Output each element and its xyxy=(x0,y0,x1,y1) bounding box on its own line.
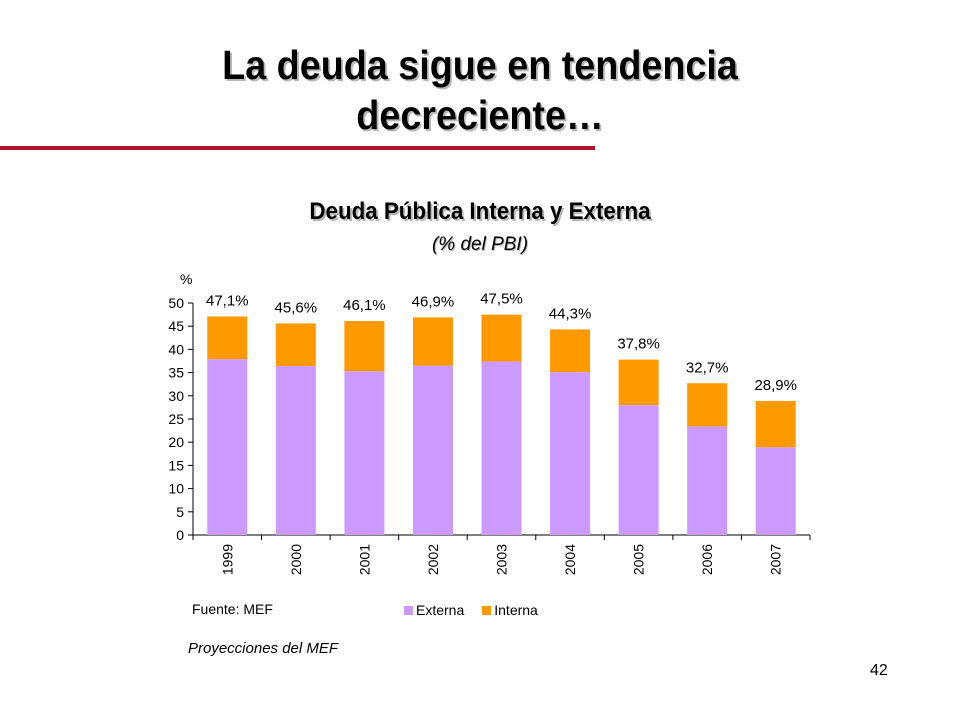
bar-externa-2001 xyxy=(344,371,385,535)
bar-interna-2007 xyxy=(755,400,796,448)
data-label-total-2002: 46,9% xyxy=(412,293,455,310)
bar-interna-2004 xyxy=(550,329,591,373)
bar-interna-2002 xyxy=(412,317,453,366)
chart-legend: Externa Interna xyxy=(404,602,556,618)
x-tick-label-2003: 2003 xyxy=(494,544,510,575)
data-label-total-2006: 32,7% xyxy=(686,359,729,376)
chart-title: Deuda Pública Interna y Externa xyxy=(309,198,651,225)
y-tick-label: 0 xyxy=(176,527,184,543)
chart-subtitle: (% del PBI) xyxy=(431,234,529,255)
bar-externa-2007 xyxy=(755,447,796,535)
legend-item-interna: Interna xyxy=(482,602,538,618)
legend-label-interna: Interna xyxy=(494,602,538,618)
bar-externa-2000 xyxy=(275,366,316,535)
bar-externa-2003 xyxy=(481,361,522,535)
bar-interna-2001 xyxy=(344,321,385,372)
bar-interna-2005 xyxy=(618,359,659,406)
y-tick-label: 40 xyxy=(168,341,184,357)
y-tick-label: 45 xyxy=(168,318,184,334)
x-tick-label-2006: 2006 xyxy=(699,544,715,575)
y-axis-label: % xyxy=(180,271,192,287)
data-label-total-2003: 47,5% xyxy=(480,291,523,308)
bar-interna-2000 xyxy=(275,323,316,367)
data-label-total-2004: 44,3% xyxy=(549,305,592,322)
x-tick-label-2002: 2002 xyxy=(425,544,441,575)
data-label-total-2005: 37,8% xyxy=(617,336,660,353)
x-tick-label-2007: 2007 xyxy=(768,544,784,575)
bar-interna-2003 xyxy=(481,314,522,362)
bar-externa-2004 xyxy=(550,372,591,535)
y-tick-label: 20 xyxy=(168,434,184,450)
page-number: 42 xyxy=(870,662,888,679)
data-label-total-2000: 45,6% xyxy=(275,299,318,316)
slide-title: La deuda sigue en tendencia decreciente… xyxy=(222,42,738,138)
y-tick-label: 15 xyxy=(168,457,184,473)
x-tick-label-1999: 1999 xyxy=(219,544,235,575)
bar-externa-2002 xyxy=(412,365,453,535)
data-label-total-1999: 47,1% xyxy=(206,292,249,309)
y-tick-label: 30 xyxy=(168,388,184,404)
legend-swatch-interna xyxy=(482,605,492,615)
chart-source: Fuente: MEF xyxy=(192,601,273,617)
y-tick-label: 50 xyxy=(168,295,184,311)
legend-label-externa: Externa xyxy=(416,602,465,618)
bar-interna-1999 xyxy=(207,316,248,360)
bar-externa-1999 xyxy=(207,359,248,535)
data-label-total-2007: 28,9% xyxy=(754,377,797,394)
title-divider xyxy=(0,146,595,150)
data-label-total-2001: 46,1% xyxy=(343,297,386,314)
x-tick-label-2004: 2004 xyxy=(562,544,578,575)
x-tick-label-2000: 2000 xyxy=(288,544,304,575)
y-tick-label: 5 xyxy=(176,504,184,520)
legend-item-externa: Externa xyxy=(404,602,464,618)
bar-externa-2006 xyxy=(687,426,728,535)
bar-interna-2006 xyxy=(687,383,728,427)
bar-externa-2005 xyxy=(618,405,659,535)
y-tick-label: 10 xyxy=(168,481,184,497)
legend-swatch-externa xyxy=(404,605,413,615)
x-tick-label-2005: 2005 xyxy=(631,544,647,575)
y-tick-label: 25 xyxy=(168,411,184,427)
x-tick-label-2001: 2001 xyxy=(356,544,372,575)
y-tick-label: 35 xyxy=(168,365,184,381)
projection-note: Proyecciones del MEF xyxy=(188,640,339,657)
